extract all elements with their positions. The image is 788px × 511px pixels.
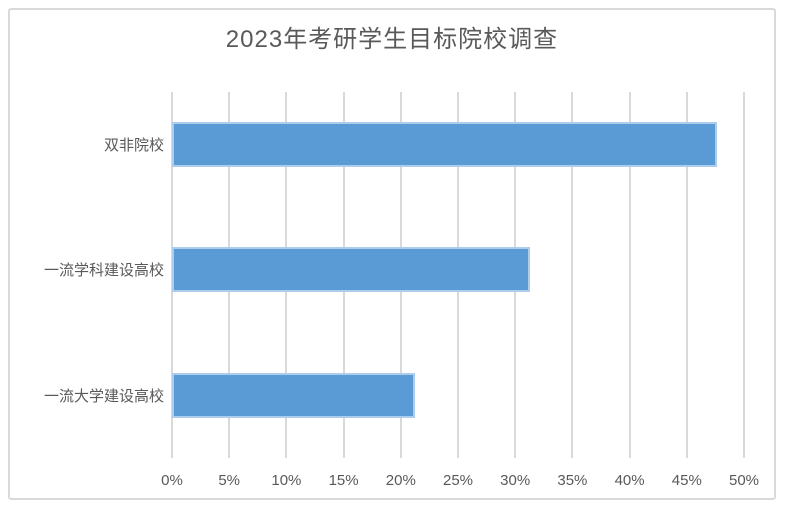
bar <box>172 122 717 168</box>
chart-title: 2023年考研学生目标院校调查 <box>225 26 559 53</box>
chart-container: 2023年考研学生目标院校调查 双非院校一流学科建设高校 一流大学建设高校 0% 5… <box>8 8 776 500</box>
bar <box>172 247 531 293</box>
y-axis-labels: 双非院校一流学科建设高校 一流大学建设高校 <box>20 82 164 458</box>
x-axis-tick-label: 5% <box>218 472 241 489</box>
y-axis-label: 一流学科建设高校 <box>43 262 164 280</box>
gridline <box>743 92 745 458</box>
bar-row <box>172 207 744 332</box>
x-axis-tick-label: 45% <box>671 472 702 489</box>
x-axis-tick-label: 25% <box>442 472 474 489</box>
gridline <box>685 92 688 458</box>
x-axis-tick-label: 20% <box>385 472 416 489</box>
x-axis-tick-label: 10% <box>271 472 302 489</box>
bar <box>172 372 415 418</box>
bar-rows <box>172 82 744 458</box>
bar-row <box>172 82 744 207</box>
x-axis-tick-label: 0% <box>161 472 183 489</box>
x-axis-tick-label: 35% <box>557 472 588 489</box>
gridline <box>628 92 631 458</box>
plot-area <box>171 82 745 458</box>
x-axis-tick-label: 40% <box>614 472 645 489</box>
y-axis-label: 一流大学建设高校 <box>43 387 164 405</box>
x-axis: 0% 5% 10% 15% 20% 25% 30% 35% 40% 45% 50% <box>161 468 759 494</box>
y-axis-label: 双非院校 <box>103 137 164 155</box>
gridline <box>571 92 574 458</box>
x-axis-tick-label: 50% <box>728 472 760 489</box>
x-axis-tick-label: 15% <box>328 472 359 489</box>
x-axis-tick-label: 30% <box>500 472 531 489</box>
bar-row <box>172 333 744 458</box>
